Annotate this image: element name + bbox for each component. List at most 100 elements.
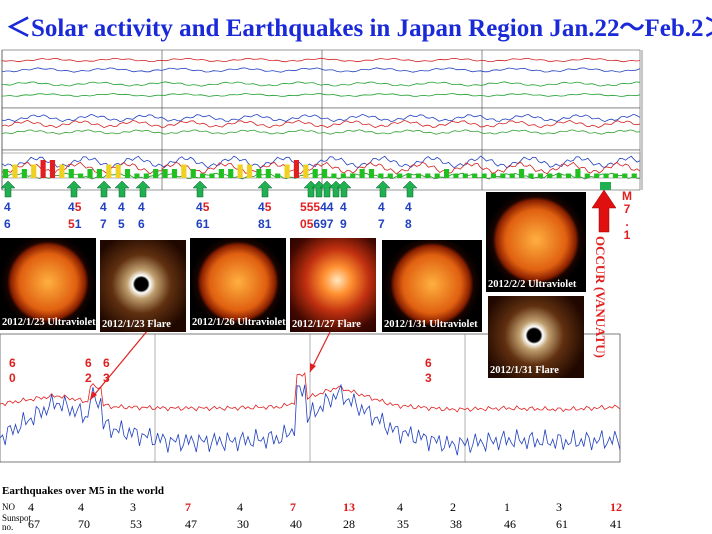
goes-panel-0 — [1, 49, 641, 109]
earthquake-count: 13 — [343, 500, 355, 514]
green-arrow-icon — [402, 180, 418, 198]
earthquake-count: 4 — [397, 500, 403, 514]
green-arrow-icon — [66, 180, 82, 198]
photo-sun: 2012/1/23 Ultraviolet — [0, 238, 96, 330]
photo-caption: 2012/1/26 Ultraviolet — [192, 317, 286, 328]
kp-bar — [331, 173, 337, 178]
photo-caption: 2012/1/23 Ultraviolet — [2, 317, 96, 328]
photo-caption: 2012/2/2 Ultraviolet — [488, 279, 577, 290]
kp-bar — [490, 173, 497, 178]
arrow-label-top: 4 — [100, 200, 107, 214]
arrow-label-top: 45 — [196, 200, 210, 214]
green-arrow-icon — [96, 180, 112, 198]
arrow-label-bottom: 05697 — [300, 217, 334, 231]
flare-pointer-line — [89, 329, 149, 401]
sunspot-count: 28 — [343, 517, 355, 531]
row-label-no: NO — [2, 502, 15, 512]
arrow-label-top: 4 — [118, 200, 125, 214]
red-arrow-label-bottom: 3 — [103, 371, 110, 385]
electron-trace-green — [1, 129, 641, 135]
arrow-label-bottom: 6 — [138, 217, 145, 231]
page-title: ＜Solar activity and Earthquakes in Japan… — [6, 15, 712, 42]
kp-bar — [78, 173, 84, 178]
kp-bar — [21, 169, 27, 178]
kp-bar — [171, 169, 178, 178]
row-label-no-2: no. — [2, 522, 14, 532]
sunspot-count: 47 — [185, 517, 197, 531]
arrow-label-bottom: 5 — [118, 217, 125, 231]
kp-bar — [565, 173, 572, 178]
kp-bar — [96, 169, 102, 178]
kp-bar — [246, 164, 253, 178]
sunspot-count: 41 — [610, 517, 622, 531]
photo-caption: 2012/1/27 Flare — [292, 319, 361, 330]
earthquake-table-heading: Earthquakes over M5 in the world — [2, 485, 165, 497]
kp-bar — [218, 169, 224, 178]
kp-bar — [87, 169, 93, 178]
xray-series-red — [0, 371, 621, 413]
green-arrow-icon — [192, 180, 208, 198]
earthquake-count: 12 — [610, 500, 622, 514]
electron-trace-red — [1, 119, 641, 129]
proton-trace-red — [1, 57, 641, 63]
kp-bar — [584, 173, 590, 178]
flare-pointer-head — [310, 363, 316, 372]
arrow-label-top: 4 — [4, 200, 11, 214]
kp-bar — [31, 164, 37, 178]
kp-bar — [603, 173, 609, 178]
kp-bar — [12, 164, 18, 178]
arrow-label-bottom: 81 — [258, 217, 272, 231]
kp-bar — [453, 173, 459, 178]
kp-bar — [378, 173, 384, 178]
arrow-label-bottom: 7 — [378, 217, 385, 231]
green-arrow-icon — [257, 180, 273, 198]
arrow-label-top: 45 — [68, 200, 82, 214]
arrow-label-top: 4 — [405, 200, 412, 214]
sunspot-count: 35 — [397, 517, 409, 531]
kp-bar — [153, 169, 159, 178]
arrow-label-top: 4 — [378, 200, 385, 214]
kp-bar — [209, 173, 215, 178]
kp-bar — [200, 173, 206, 178]
kp-bar — [312, 169, 318, 178]
kp-bar — [397, 173, 403, 178]
earthquake-count: 2 — [450, 500, 456, 514]
row-label-sunspot: Sunspot — [2, 513, 32, 523]
kp-bar — [340, 173, 346, 178]
red-arrow-label-bottom: 3 — [425, 371, 432, 385]
kp-bar — [472, 173, 478, 178]
arrow-label-bottom: 61 — [196, 217, 210, 231]
sunspot-count: 46 — [504, 517, 516, 531]
kp-bar — [49, 160, 56, 178]
red-occur-arrow-icon — [591, 189, 617, 233]
kp-bar — [575, 169, 581, 178]
kp-bar — [275, 173, 281, 178]
kp-bar — [556, 173, 562, 178]
photo-flare: 2012/1/27 Flare — [290, 238, 376, 332]
sunspot-count: 40 — [290, 517, 302, 531]
kp-bar — [368, 169, 375, 178]
kp-bar — [537, 173, 543, 178]
earthquake-count: 4 — [78, 500, 84, 514]
earthquake-count: 7 — [185, 500, 191, 514]
green-arrow-icon — [114, 180, 130, 198]
green-arrow-icon — [375, 180, 391, 198]
kp-bar — [115, 164, 121, 178]
arrow-label-top: 55544 — [300, 200, 334, 214]
kp-bar — [322, 169, 328, 178]
kp-bar — [237, 164, 243, 178]
arrow-label-top: 4 — [340, 200, 347, 214]
photo-corona: 2012/1/23 Flare — [100, 240, 186, 332]
kp-bar — [415, 173, 421, 178]
proton-trace-green — [1, 81, 641, 87]
arrow-label-bottom: 51 — [68, 217, 82, 231]
kp-bar — [303, 164, 309, 178]
occur-label: OCCUR (VANUATU) — [593, 236, 608, 358]
kp-bar — [406, 173, 412, 178]
arrow-label-bottom: 8 — [405, 217, 412, 231]
kp-bar — [350, 173, 356, 178]
red-arrow-label-bottom: 2 — [85, 371, 92, 385]
arrow-label-top: 45 — [258, 200, 272, 214]
kp-bar — [519, 169, 525, 178]
